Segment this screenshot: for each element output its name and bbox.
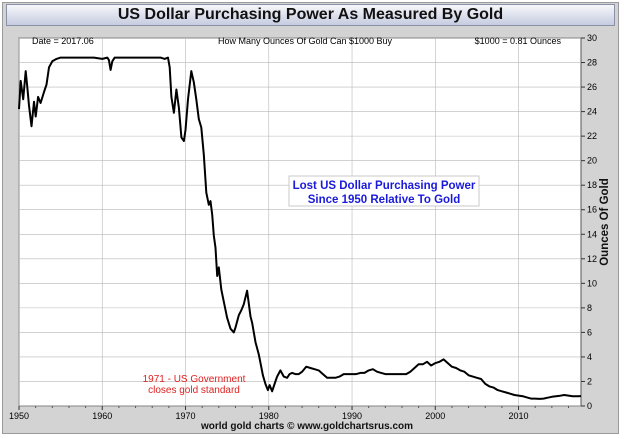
y-tick-label: 2 bbox=[587, 376, 592, 386]
plot-area bbox=[18, 37, 582, 407]
y-tick-label: 0 bbox=[587, 401, 592, 411]
chart-title: US Dollar Purchasing Power As Measured B… bbox=[6, 4, 615, 26]
annotation-line-1: Lost US Dollar Purchasing Power bbox=[293, 180, 476, 192]
annotation-line-2: Since 1950 Relative To Gold bbox=[308, 194, 461, 206]
y-tick-label: 14 bbox=[587, 229, 597, 239]
y-tick-label: 24 bbox=[587, 107, 597, 117]
x-tick-label: 1970 bbox=[176, 411, 196, 421]
y-tick-label: 16 bbox=[587, 205, 597, 215]
y-axis-label: Ounces Of Gold bbox=[599, 178, 611, 266]
y-tick-label: 18 bbox=[587, 180, 597, 190]
x-tick-label: 2010 bbox=[509, 411, 529, 421]
x-tick-label: 2000 bbox=[425, 411, 445, 421]
footer-credit: world gold charts © www.goldchartsrus.co… bbox=[200, 421, 413, 432]
x-tick-label: 1960 bbox=[92, 411, 112, 421]
x-tick-label: 1950 bbox=[9, 411, 29, 421]
y-tick-label: 8 bbox=[587, 303, 592, 313]
y-tick-label: 10 bbox=[587, 278, 597, 288]
gold-standard-note-2: closes gold standard bbox=[148, 385, 240, 396]
y-tick-label: 12 bbox=[587, 254, 597, 264]
y-tick-label: 6 bbox=[587, 327, 592, 337]
y-tick-label: 30 bbox=[587, 33, 597, 43]
x-axis: 1950 1960 1970 1980 1990 2000 2010 bbox=[9, 406, 570, 421]
y-tick-label: 28 bbox=[587, 58, 597, 68]
x-tick-label: 1980 bbox=[259, 411, 279, 421]
current-value-label: $1000 = 0.81 Ounces bbox=[475, 36, 562, 46]
series-line bbox=[18, 56, 582, 400]
y-tick-label: 26 bbox=[587, 82, 597, 92]
y-tick-label: 22 bbox=[587, 131, 597, 141]
gold-standard-note-1: 1971 - US Government bbox=[143, 374, 246, 385]
annotation-box bbox=[288, 175, 480, 207]
date-label: Date = 2017.06 bbox=[32, 36, 94, 46]
y-tick-label: 4 bbox=[587, 352, 592, 362]
chart-subtitle: How Many Ounces Of Gold Can $1000 Buy bbox=[218, 36, 393, 46]
y-tick-label: 20 bbox=[587, 156, 597, 166]
grid-lines bbox=[18, 37, 581, 407]
x-tick-label: 1990 bbox=[342, 411, 362, 421]
